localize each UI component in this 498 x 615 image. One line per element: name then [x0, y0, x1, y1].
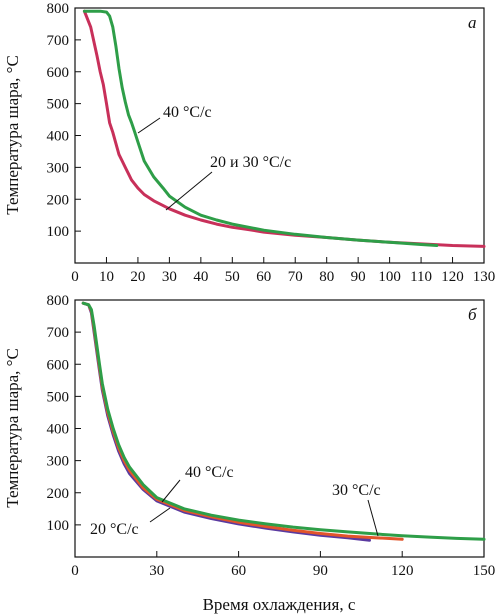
panel-b-ytick-label: 400 [47, 422, 70, 438]
panel-a-leader-40 [137, 117, 161, 134]
panel-a-xtick-label: 80 [319, 269, 334, 285]
panel-a-ticks: 0 10 20 30 40 50 60 70 80 90 100 110 120 130 100 200 300… [47, 1, 496, 285]
panel-a-xtick-label: 70 [288, 269, 303, 285]
panel-a-series-line-1 [82, 9, 439, 247]
panel-b-ytick-label: 300 [47, 454, 70, 470]
panel-b-xlabel: Время охлаждения, с [203, 595, 356, 614]
panel-a-xtick-label: 120 [441, 269, 464, 285]
panel-a-letter: a [468, 13, 477, 32]
panel-a-xtick-label: 50 [225, 269, 240, 285]
panel-b-annot-30: 30 °C/c [332, 482, 381, 499]
panel-a-ytick-label: 100 [47, 224, 70, 240]
panel-b-letter: б [468, 305, 477, 324]
panel-b-ytick-label: 600 [47, 357, 70, 373]
panel-a-xtick-label: 110 [410, 269, 432, 285]
panel-a-xtick-label: 100 [378, 269, 401, 285]
panel-b-leader-30 [367, 499, 379, 537]
panel-b-ytick-label: 700 [47, 325, 70, 341]
panel-b-xtick-label: 30 [149, 563, 164, 579]
panel-b-xtick-label: 90 [313, 563, 328, 579]
panel-b-ytick-label: 100 [47, 518, 70, 534]
panel-b-xtick-label: 0 [71, 563, 79, 579]
panel-a-xtick-label: 40 [193, 269, 208, 285]
panel-a-xtick-label: 10 [99, 269, 114, 285]
panel-a-annot-40: 40 °C/c [163, 104, 212, 121]
panel-b-ytick-label: 800 [47, 293, 70, 309]
panel-b-series-line-2 [81, 301, 486, 541]
panel-a-series [82, 9, 486, 248]
panel-b-annot-40: 40 °C/c [185, 464, 234, 481]
panel-a-xtick-label: 90 [351, 269, 366, 285]
panel-b-xtick-label: 60 [231, 563, 246, 579]
panel-a-leader-20-30 [165, 171, 213, 211]
panel-a-ytick-label: 800 [47, 1, 70, 17]
panel-b-series-line-0 [81, 301, 371, 542]
panel-a-xtick-label: 30 [162, 269, 177, 285]
panel-b-annot-20: 20 °C/c [90, 521, 139, 538]
panel-a-xtick-label: 130 [473, 269, 496, 285]
panel-a-ylabel: Температура шара, °C [3, 55, 22, 215]
panel-a-ytick-label: 400 [47, 129, 70, 145]
panel-a-ytick-label: 700 [47, 33, 70, 49]
panel-b-leader-40 [161, 479, 181, 503]
panel-b-series [81, 301, 486, 542]
panel-b-ylabel: Температура шара, °C [3, 348, 22, 508]
panel-a-xtick-label: 0 [71, 269, 79, 285]
panel-b-xtick-label: 120 [391, 563, 414, 579]
panel-a-ytick-label: 600 [47, 65, 70, 81]
panel-a-ytick-label: 300 [47, 160, 70, 176]
panel-b-ytick-label: 200 [47, 486, 70, 502]
panel-a-xtick-label: 20 [130, 269, 145, 285]
panel-b-ticks: 0 30 60 90 120 150 100 200 300 400 500 600 700 800 [47, 293, 496, 579]
panel-b-xtick-label: 150 [473, 563, 496, 579]
panel-b-leader-20 [149, 507, 171, 523]
panel-a-ytick-label: 500 [47, 97, 70, 113]
panel-a-ytick-label: 200 [47, 192, 70, 208]
panel-b-frame [74, 299, 485, 558]
panel-b-ytick-label: 500 [47, 389, 70, 405]
panel-a-xtick-label: 60 [256, 269, 271, 285]
panel-a: 0 10 20 30 40 50 60 70 80 90 100 110 120 130 100 200 300… [3, 1, 495, 285]
panel-a-annot-20-30: 20 и 30 °C/c [210, 154, 291, 171]
panel-b-series-line-1 [81, 301, 404, 541]
